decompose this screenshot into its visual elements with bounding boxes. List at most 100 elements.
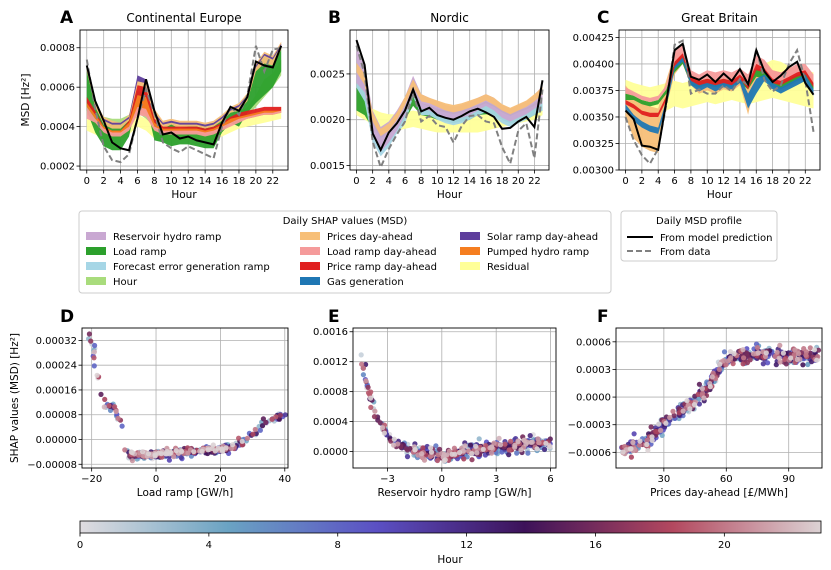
chart-title: Great Britain xyxy=(681,11,758,25)
x-tick-label: 40 xyxy=(278,474,291,485)
x-axis-label: Hour xyxy=(437,189,463,201)
y-tick-label: 0.0020 xyxy=(310,115,345,126)
scatter-point xyxy=(811,347,818,353)
y-tick-label: 0.0000 xyxy=(313,447,348,458)
colorbar-tick-label: 0 xyxy=(77,540,83,551)
scatter-point xyxy=(469,451,475,457)
scatter-point xyxy=(777,342,783,348)
scatter-point xyxy=(129,458,135,464)
legend-swatch-hour xyxy=(86,277,106,285)
x-tick-label: 10 xyxy=(701,176,714,187)
x-tick-label: 0 xyxy=(439,474,445,485)
scatter-point xyxy=(772,353,778,360)
scatter-point xyxy=(709,374,715,380)
axes-frame xyxy=(618,29,821,171)
scatter-point xyxy=(740,361,746,367)
x-tick-label: 22 xyxy=(799,176,812,187)
scatter-point xyxy=(671,413,677,419)
shap-band-gas-generation xyxy=(625,57,814,134)
scatter-point xyxy=(760,361,766,367)
y-tick-label: 0.0002 xyxy=(40,162,75,173)
scatter-point xyxy=(359,361,365,367)
legend-swatch-solar-ramp-day-ahead xyxy=(460,232,480,240)
plot-area xyxy=(358,352,553,464)
scatter-point xyxy=(656,421,662,427)
chart-panel-d-load-ramp: −20 0 20 40 −0.00008 0.00000 0.00008 0.00016 0.0… xyxy=(9,327,291,499)
scatter-point xyxy=(506,447,512,453)
scatter-point xyxy=(773,362,779,368)
chart-title: Nordic xyxy=(430,11,469,25)
x-axis-label: Reservoir hydro ramp [GW/h] xyxy=(377,487,531,499)
scatter-point xyxy=(236,435,242,441)
scatter-point xyxy=(437,446,443,452)
y-tick-label: 0.0012 xyxy=(313,357,348,368)
x-tick-label: 8 xyxy=(151,176,157,187)
scatter-point xyxy=(803,352,809,358)
scatter-point xyxy=(167,451,173,457)
y-tick-label: 0.0025 xyxy=(310,69,345,80)
chart-panel-a-continental-europe: 0 2 4 6 8 10 12 14 16 18 20 22 0.0002 0.0004 0.0006 0.0… xyxy=(20,11,289,201)
x-tick-label: 2 xyxy=(639,176,645,187)
x-tick-label: 6 xyxy=(402,176,408,187)
scatter-point xyxy=(800,362,806,368)
scatter-point xyxy=(730,361,736,367)
scatter-point xyxy=(269,416,275,422)
scatter-point xyxy=(721,358,727,364)
legend-swatch-pumped-hydro-ramp xyxy=(460,247,480,255)
series-line-model-prediction xyxy=(85,45,283,152)
panel-label-d: D xyxy=(60,307,74,327)
scatter-point xyxy=(98,391,104,397)
x-tick-label: 12 xyxy=(182,176,195,187)
scatter-point xyxy=(721,349,728,355)
legend-swatch-forecast-error-generation-ramp xyxy=(86,262,106,270)
x-tick-label: 20 xyxy=(512,176,525,187)
scatter-point xyxy=(807,345,813,351)
scatter-point xyxy=(541,446,548,452)
scatter-point xyxy=(755,350,761,356)
scatter-point xyxy=(442,457,448,463)
scatter-point xyxy=(473,443,479,449)
scatter-point xyxy=(404,454,411,460)
shap-band-pumped-hydro-ramp xyxy=(86,95,282,135)
y-tick-label: 0.0008 xyxy=(313,387,348,398)
y-tick-label: −0.00008 xyxy=(27,460,77,471)
x-tick-label: 8 xyxy=(688,176,694,187)
x-tick-label: 4 xyxy=(655,176,661,187)
legend-label-load-ramp: Load ramp xyxy=(113,247,167,258)
scatter-point xyxy=(368,404,374,410)
scatter-point xyxy=(461,456,467,462)
scatter-point xyxy=(680,408,686,414)
scatter-point xyxy=(360,372,366,378)
scatter-point xyxy=(377,420,383,426)
x-tick-label: 10 xyxy=(165,176,178,187)
scatter-point xyxy=(644,437,650,443)
x-tick-label: −20 xyxy=(81,474,102,485)
x-tick-label: 20 xyxy=(214,474,227,485)
scatter-point xyxy=(407,446,413,452)
x-tick-label: 18 xyxy=(496,176,509,187)
scatter-point xyxy=(113,408,119,415)
series-line-from-data xyxy=(624,39,815,166)
scatter-point xyxy=(716,366,723,372)
scatter-point xyxy=(731,351,737,357)
scatter-point xyxy=(259,423,266,429)
scatter-point xyxy=(360,365,366,371)
scatter-point xyxy=(412,447,418,453)
scatter-point xyxy=(740,347,746,353)
scatter-point xyxy=(452,451,458,457)
legend-label-pumped-hydro-ramp: Pumped hydro ramp xyxy=(487,247,589,258)
scatter-point xyxy=(257,427,263,433)
x-tick-label: 20 xyxy=(783,176,796,187)
x-tick-label: 0 xyxy=(353,176,359,187)
scatter-point xyxy=(140,449,146,455)
scatter-point xyxy=(535,436,541,442)
y-tick-label: 0.0006 xyxy=(40,83,75,94)
x-tick-label: 10 xyxy=(431,176,444,187)
y-tick-label: 0.00000 xyxy=(36,435,77,446)
scatter-point xyxy=(166,457,172,463)
y-tick-label: 0.0008 xyxy=(40,43,75,54)
scatter-point xyxy=(480,446,486,452)
x-tick-label: 2 xyxy=(100,176,106,187)
scatter-point xyxy=(653,428,659,434)
